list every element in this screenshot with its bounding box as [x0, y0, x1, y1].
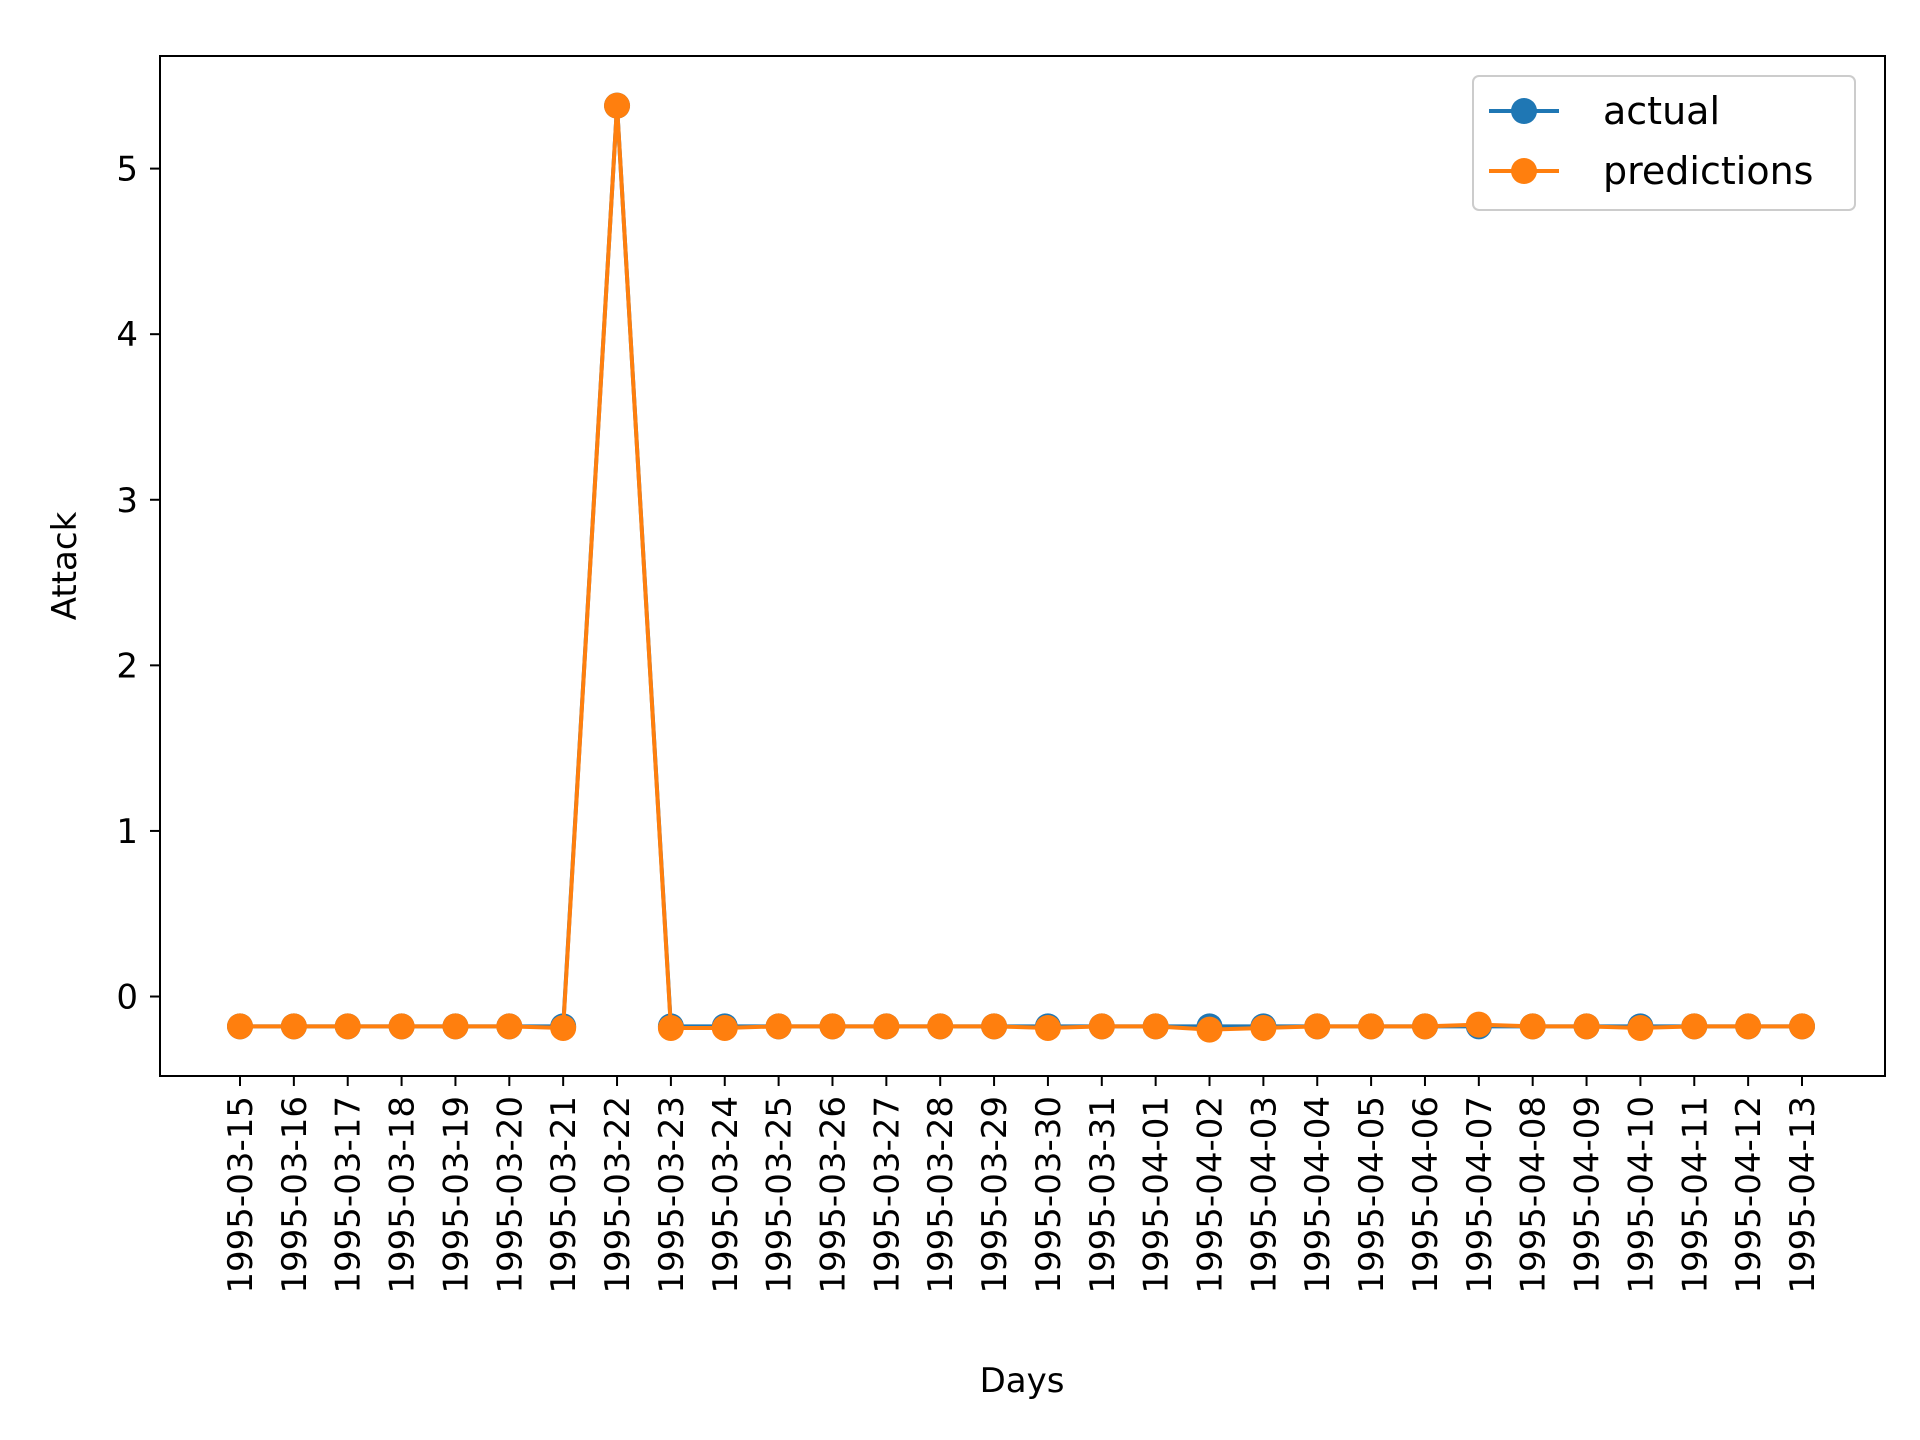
- x-tick-label: 1995-04-10: [1621, 1096, 1661, 1294]
- data-point-predictions: [765, 1013, 792, 1040]
- data-point-predictions: [227, 1013, 253, 1040]
- x-tick-label: 1995-04-08: [1514, 1096, 1554, 1294]
- legend-label-predictions: predictions: [1603, 149, 1813, 193]
- plot-frame: [159, 55, 1886, 1077]
- series-layer: [227, 92, 1815, 1043]
- data-point-predictions: [657, 1014, 684, 1041]
- x-tick-label: 1995-03-28: [921, 1096, 961, 1294]
- x-tick-label: 1995-03-30: [1029, 1096, 1069, 1294]
- data-point-predictions: [1088, 1013, 1115, 1040]
- y-axis-ticks: 0 1 2 3 4 5: [116, 150, 160, 1018]
- y-axis-title: Attack: [45, 511, 85, 620]
- data-point-predictions: [442, 1013, 469, 1040]
- x-tick-label: 1995-03-26: [813, 1096, 853, 1294]
- x-axis-ticks: 1995-03-15 1995-03-16 1995-03-17 1995-03-18…: [221, 1076, 1823, 1294]
- x-tick-label: 1995-04-12: [1729, 1096, 1769, 1294]
- y-tick-label: 5: [116, 150, 138, 190]
- y-tick-label: 0: [116, 978, 138, 1018]
- x-tick-label: 1995-03-29: [975, 1096, 1015, 1294]
- x-tick-label: 1995-03-18: [383, 1096, 423, 1294]
- x-tick-label: 1995-04-06: [1406, 1096, 1446, 1294]
- data-point-predictions: [1735, 1013, 1762, 1040]
- data-point-predictions: [819, 1013, 846, 1040]
- data-point-predictions: [1627, 1014, 1654, 1041]
- legend: actual predictions: [1472, 75, 1856, 211]
- data-point-predictions: [1519, 1013, 1546, 1040]
- x-tick-label: 1995-04-11: [1675, 1096, 1715, 1294]
- x-tick-label: 1995-03-23: [652, 1096, 692, 1294]
- data-point-predictions: [927, 1013, 954, 1040]
- x-tick-label: 1995-03-15: [221, 1096, 261, 1294]
- x-tick-label: 1995-04-05: [1352, 1096, 1392, 1294]
- x-tick-label: 1995-03-25: [760, 1096, 800, 1294]
- x-tick-label: 1995-03-16: [275, 1096, 315, 1294]
- x-tick-label: 1995-03-31: [1083, 1096, 1123, 1294]
- x-tick-label: 1995-04-13: [1783, 1096, 1823, 1294]
- plot-area: [160, 56, 1885, 1076]
- data-point-predictions: [388, 1013, 415, 1040]
- x-tick-label: 1995-04-07: [1460, 1096, 1500, 1294]
- x-tick-label: 1995-03-22: [598, 1096, 638, 1294]
- data-point-predictions: [711, 1014, 738, 1041]
- legend-marker-actual: [1511, 98, 1537, 124]
- data-point-predictions: [604, 92, 631, 119]
- data-point-predictions: [1465, 1011, 1492, 1038]
- x-tick-label: 1995-04-09: [1568, 1096, 1608, 1294]
- x-tick-label: 1995-04-03: [1244, 1096, 1284, 1294]
- data-point-predictions: [873, 1013, 900, 1040]
- x-tick-label: 1995-04-04: [1298, 1096, 1338, 1294]
- data-point-predictions: [280, 1013, 307, 1040]
- x-tick-label: 1995-03-27: [867, 1096, 907, 1294]
- data-point-predictions: [1411, 1013, 1438, 1040]
- series-predictions: [227, 92, 1815, 1043]
- data-point-predictions: [1304, 1013, 1331, 1040]
- y-tick-label: 2: [116, 646, 138, 686]
- x-tick-label: 1995-03-24: [706, 1096, 746, 1294]
- x-tick-label: 1995-03-19: [436, 1096, 476, 1294]
- y-tick-label: 1: [116, 812, 138, 852]
- legend-box: [1472, 75, 1856, 211]
- data-point-predictions: [1034, 1014, 1061, 1041]
- x-tick-label: 1995-03-17: [329, 1096, 369, 1294]
- x-tick-label: 1995-04-02: [1191, 1096, 1231, 1294]
- data-point-predictions: [1573, 1013, 1600, 1040]
- y-tick-label: 3: [116, 481, 138, 521]
- data-point-predictions: [1196, 1016, 1223, 1043]
- legend-marker-predictions: [1511, 158, 1537, 184]
- data-point-predictions: [334, 1013, 361, 1040]
- y-tick-label: 4: [116, 315, 138, 355]
- data-point-predictions: [496, 1013, 523, 1040]
- data-point-predictions: [1789, 1013, 1815, 1040]
- data-point-predictions: [1358, 1013, 1385, 1040]
- legend-label-actual: actual: [1603, 89, 1720, 133]
- data-point-predictions: [1142, 1013, 1169, 1040]
- x-tick-label: 1995-03-20: [490, 1096, 530, 1294]
- data-point-predictions: [981, 1013, 1008, 1040]
- data-point-predictions: [1250, 1014, 1277, 1041]
- x-tick-label: 1995-04-01: [1137, 1096, 1177, 1294]
- data-point-predictions: [550, 1014, 577, 1041]
- data-point-predictions: [1681, 1013, 1708, 1040]
- x-tick-label: 1995-03-21: [544, 1096, 584, 1294]
- x-axis-title: Days: [980, 1361, 1065, 1401]
